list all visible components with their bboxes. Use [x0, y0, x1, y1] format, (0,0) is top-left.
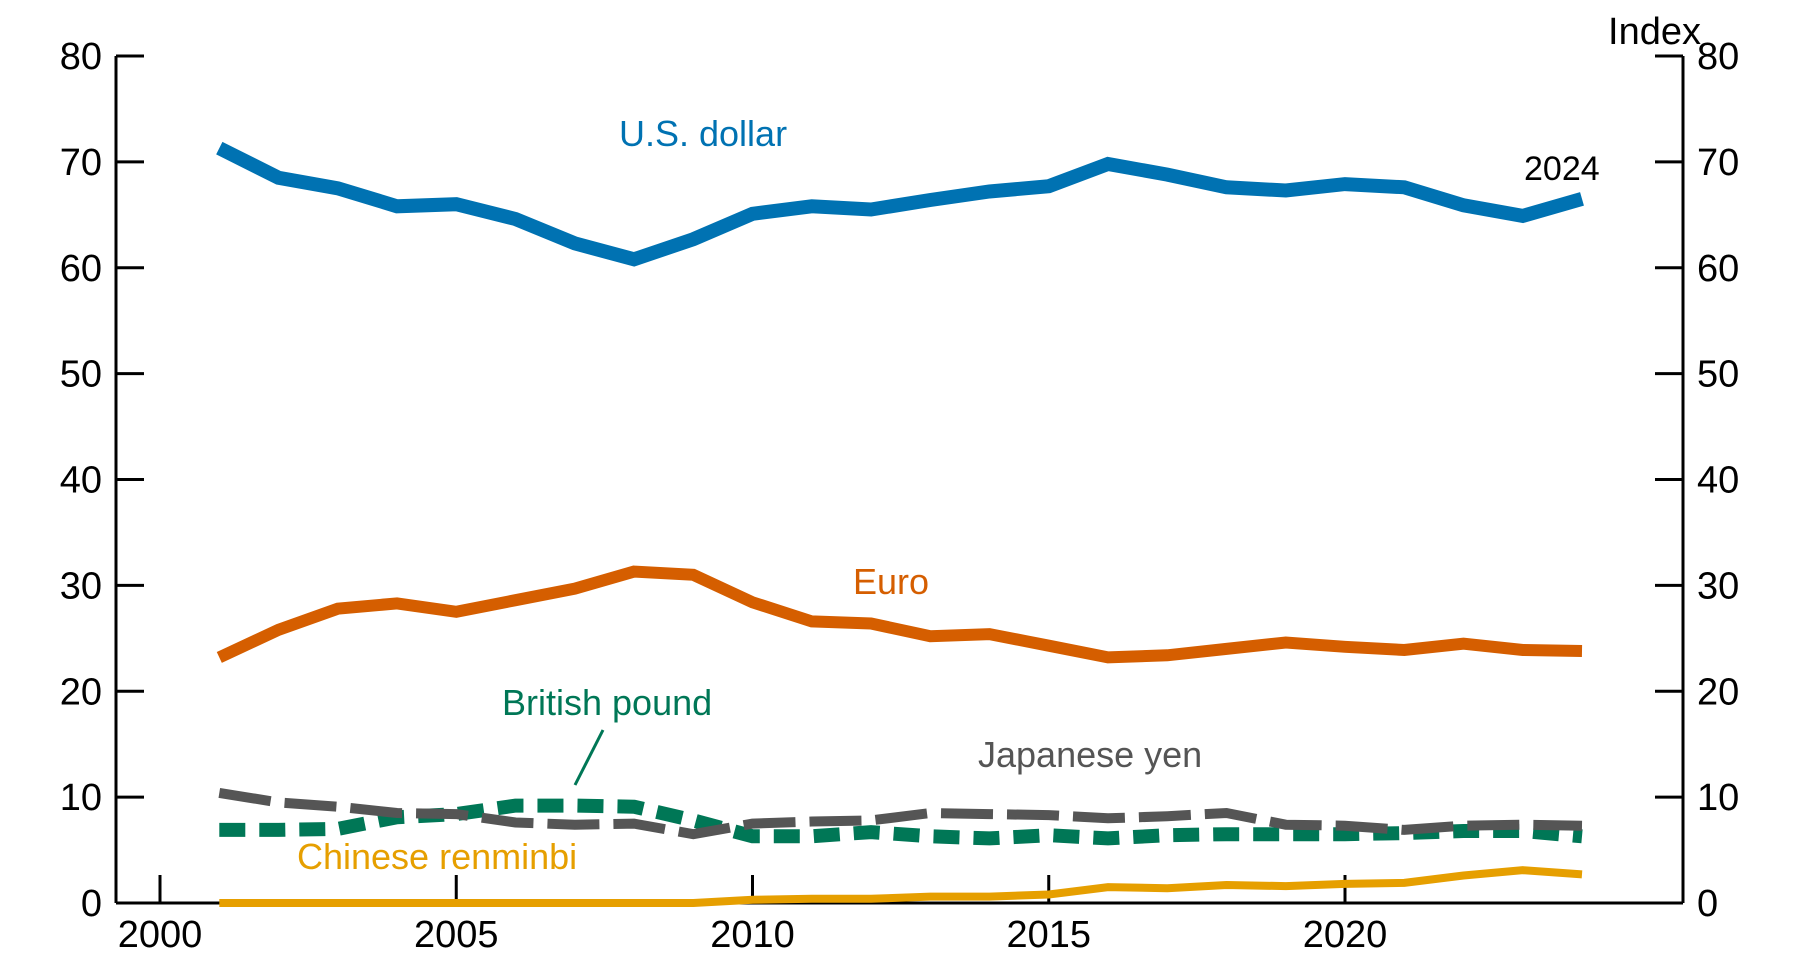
series-label-u-s-dollar: U.S. dollar [619, 113, 787, 154]
series-label-euro: Euro [853, 561, 929, 602]
x-tick-label: 2015 [1006, 914, 1091, 956]
leader-line-british-pound [573, 729, 605, 786]
series-line-british-pound [219, 798, 1583, 846]
left-y-tick-label: 30 [60, 565, 102, 607]
series-line-euro [216, 565, 1583, 664]
left-y-tick-label: 10 [60, 777, 102, 819]
series-line-japanese-yen [218, 787, 1583, 840]
series-line-u-s-dollar [216, 141, 1584, 267]
annotation-2024: 2024 [1524, 150, 1600, 188]
x-tick-label: 2010 [710, 914, 795, 956]
series-line-chinese-renminbi [219, 866, 1583, 907]
right-axis-unit-label: Index [1608, 11, 1701, 53]
x-tick-label: 2005 [414, 914, 499, 956]
series-label-british-pound: British pound [502, 682, 712, 723]
right-y-tick-label: 40 [1697, 460, 1739, 502]
right-y-tick-label: 30 [1697, 565, 1739, 607]
left-y-tick-label: 40 [60, 460, 102, 502]
right-y-tick-label: 0 [1697, 883, 1718, 925]
x-tick-label: 2000 [118, 914, 203, 956]
right-y-tick-label: 60 [1697, 248, 1739, 290]
left-y-tick-label: 70 [60, 142, 102, 184]
x-tick-label: 2020 [1303, 914, 1388, 956]
left-y-tick-label: 60 [60, 248, 102, 290]
series-layer [216, 141, 1584, 907]
right-y-tick-label: 20 [1697, 671, 1739, 713]
right-y-tick-label: 70 [1697, 142, 1739, 184]
left-y-tick-label: 50 [60, 354, 102, 396]
right-y-tick-label: 50 [1697, 354, 1739, 396]
labels-layer: Chinese renminbi British pound Japanese ye… [297, 113, 1202, 877]
left-y-tick-label: 80 [60, 36, 102, 78]
left-y-tick-label: 20 [60, 671, 102, 713]
series-label-japanese-yen: Japanese yen [978, 734, 1202, 775]
right-y-tick-label: 80 [1697, 36, 1739, 78]
left-y-tick-label: 0 [81, 883, 102, 925]
right-y-tick-label: 10 [1697, 777, 1739, 819]
series-label-chinese-renminbi: Chinese renminbi [297, 836, 577, 877]
